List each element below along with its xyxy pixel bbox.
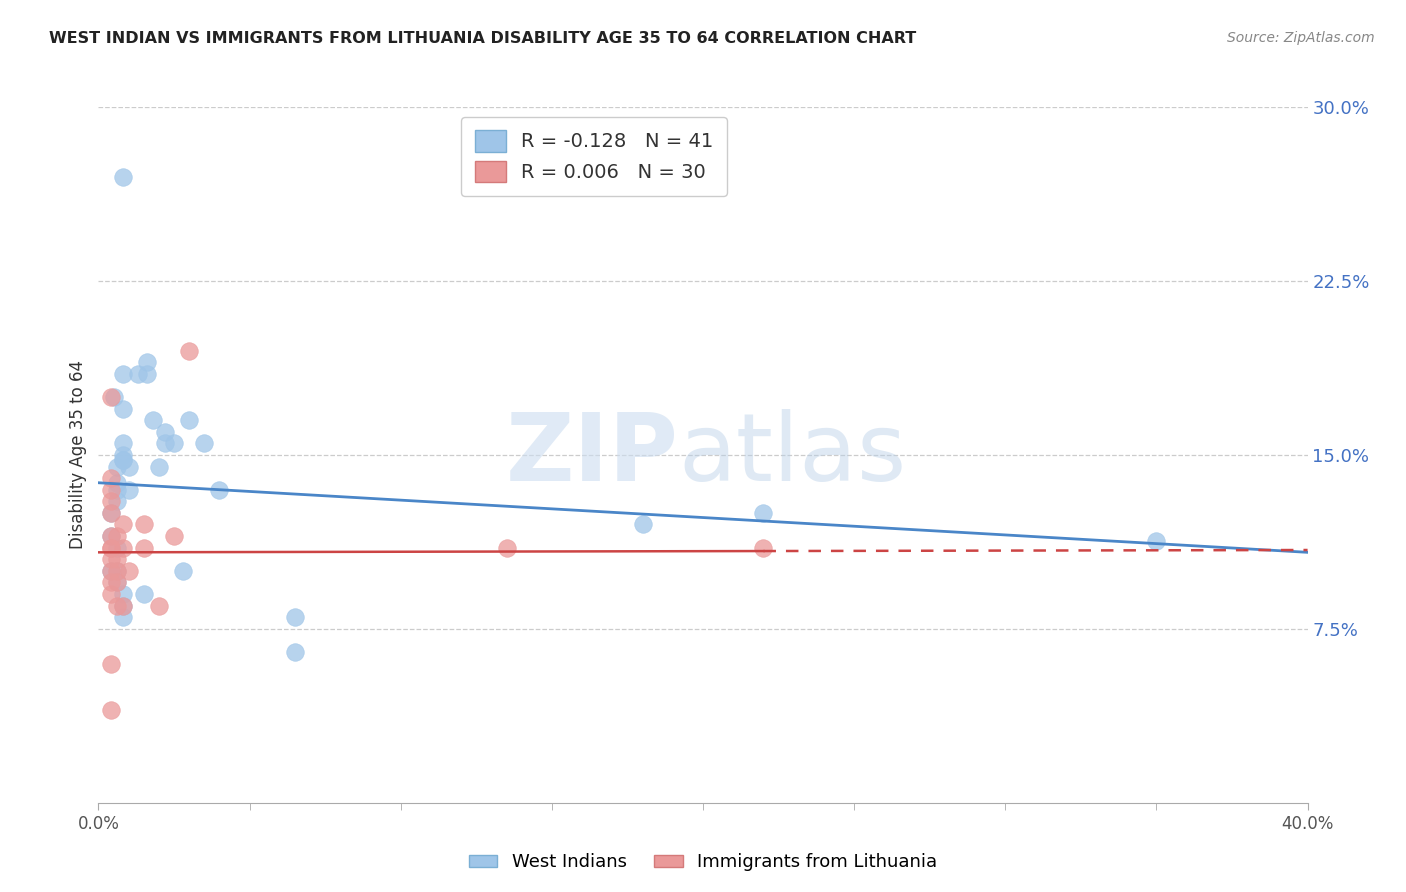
Point: [100, 529, 122, 543]
Point: [105, 575, 128, 590]
Point: [111, 541, 134, 555]
Point: [172, 564, 194, 578]
Legend: West Indians, Immigrants from Lithuania: West Indians, Immigrants from Lithuania: [461, 847, 945, 879]
Point: [132, 541, 155, 555]
Point: [163, 436, 186, 450]
Point: [752, 506, 775, 520]
Point: [100, 575, 122, 590]
Point: [105, 459, 128, 474]
Point: [148, 599, 170, 613]
Point: [105, 475, 128, 490]
Point: [153, 425, 176, 439]
Point: [179, 343, 201, 358]
Point: [100, 541, 122, 555]
Point: [100, 657, 122, 671]
Point: [132, 517, 155, 532]
Point: [105, 483, 128, 497]
Point: [111, 448, 134, 462]
Point: [100, 390, 122, 404]
Point: [111, 436, 134, 450]
Point: [100, 483, 122, 497]
Point: [127, 367, 149, 381]
Point: [100, 471, 122, 485]
Point: [148, 459, 170, 474]
Point: [111, 587, 134, 601]
Point: [100, 564, 122, 578]
Point: [135, 355, 157, 369]
Point: [100, 564, 122, 578]
Point: [111, 169, 134, 184]
Point: [105, 552, 128, 566]
Point: [100, 506, 122, 520]
Point: [132, 587, 155, 601]
Point: [118, 483, 141, 497]
Point: [111, 367, 134, 381]
Point: [163, 529, 186, 543]
Point: [111, 452, 134, 467]
Point: [105, 494, 128, 508]
Point: [105, 529, 128, 543]
Point: [752, 541, 775, 555]
Text: WEST INDIAN VS IMMIGRANTS FROM LITHUANIA DISABILITY AGE 35 TO 64 CORRELATION CHA: WEST INDIAN VS IMMIGRANTS FROM LITHUANIA…: [49, 31, 917, 46]
Point: [100, 541, 122, 555]
Point: [153, 436, 176, 450]
Point: [105, 599, 128, 613]
Point: [118, 564, 141, 578]
Point: [118, 459, 141, 474]
Point: [100, 529, 122, 543]
Point: [142, 413, 165, 427]
Point: [135, 367, 157, 381]
Point: [111, 517, 134, 532]
Point: [100, 552, 122, 566]
Point: [111, 452, 134, 467]
Text: Source: ZipAtlas.com: Source: ZipAtlas.com: [1227, 31, 1375, 45]
Text: ZIP: ZIP: [506, 409, 679, 501]
Point: [111, 599, 134, 613]
Point: [105, 564, 128, 578]
Point: [105, 575, 128, 590]
Point: [100, 506, 122, 520]
Text: atlas: atlas: [679, 409, 907, 501]
Point: [208, 483, 231, 497]
Point: [284, 610, 307, 624]
Point: [111, 599, 134, 613]
Point: [631, 517, 654, 532]
Point: [111, 401, 134, 416]
Point: [111, 610, 134, 624]
Point: [100, 494, 122, 508]
Point: [1144, 533, 1167, 548]
Point: [284, 645, 307, 659]
Point: [193, 436, 215, 450]
Point: [100, 587, 122, 601]
Point: [103, 390, 125, 404]
Y-axis label: Disability Age 35 to 64: Disability Age 35 to 64: [69, 360, 87, 549]
Legend: R = -0.128   N = 41, R = 0.006   N = 30: R = -0.128 N = 41, R = 0.006 N = 30: [461, 117, 727, 196]
Point: [105, 564, 128, 578]
Point: [179, 413, 201, 427]
Point: [495, 541, 517, 555]
Point: [100, 703, 122, 717]
Point: [105, 541, 128, 555]
